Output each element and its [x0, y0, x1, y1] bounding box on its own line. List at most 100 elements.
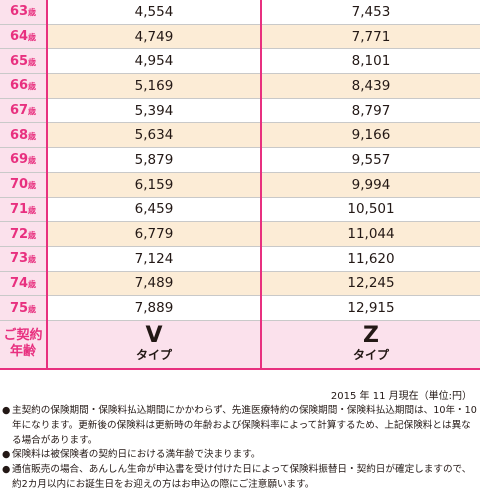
- note-text: 通信販売の場合、あんしん生命が申込書を受け付けた日によって保険料振替日・契約日が…: [12, 464, 472, 490]
- age-unit: 歳: [28, 57, 37, 67]
- v-premium-cell: 7,889: [47, 295, 262, 321]
- table-row: 72歳 6,779 11,044: [0, 221, 480, 247]
- age-number: 75: [9, 300, 29, 316]
- age-unit: 歳: [28, 304, 37, 314]
- age-cell: 65歳: [0, 48, 48, 75]
- age-unit: 歳: [28, 255, 37, 265]
- table-row: 64歳 4,749 7,771: [0, 24, 480, 50]
- as-of-note: 2015 年 11 月現在（単位:円）: [330, 391, 472, 402]
- v-premium-cell: 4,954: [47, 48, 262, 75]
- contract-age-label-line1: ご契約: [3, 328, 43, 344]
- table-row: 66歳 5,169 8,439: [0, 73, 480, 99]
- age-number: 69: [9, 152, 29, 168]
- z-premium-cell: 12,915: [261, 295, 480, 321]
- v-premium-cell: 6,159: [47, 172, 262, 198]
- table-row: 68歳 5,634 9,166: [0, 122, 480, 149]
- v-premium-cell: 5,394: [47, 98, 262, 124]
- table-row: 75歳 7,889 12,915: [0, 295, 480, 321]
- note-item: ● 保険料は被保険者の契約日における満年齢で決まります。: [2, 448, 478, 463]
- z-type-letter: Z: [363, 323, 379, 349]
- age-unit: 歳: [28, 82, 37, 92]
- age-unit: 歳: [28, 8, 37, 18]
- note-item: ● 主契約の保険期間・保険料払込期間にかかわらず、先進医療特約の保険期間・保険料払…: [2, 404, 478, 448]
- contract-age-label-line2: 年齢: [9, 344, 36, 360]
- note-text: 主契約の保険期間・保険料払込期間にかかわらず、先進医療特約の保険期間・保険料払込…: [12, 405, 477, 446]
- v-premium-cell: 7,489: [47, 271, 262, 297]
- table-row: 63歳 4,554 7,453: [0, 0, 480, 25]
- age-cell: 69歳: [0, 147, 48, 173]
- z-premium-cell: 9,557: [261, 147, 480, 173]
- z-premium-cell: 7,771: [261, 24, 480, 50]
- age-cell: 66歳: [0, 73, 48, 99]
- bullet-icon: ●: [2, 405, 11, 416]
- age-cell: 70歳: [0, 172, 48, 198]
- v-premium-cell: 5,169: [47, 73, 262, 99]
- v-premium-cell: 6,779: [47, 221, 262, 247]
- bullet-icon: ●: [2, 449, 11, 461]
- z-premium-cell: 10,501: [261, 197, 480, 223]
- v-premium-cell: 5,879: [47, 147, 262, 173]
- age-number: 66: [9, 78, 29, 94]
- age-unit: 歳: [28, 33, 37, 43]
- table-row: 71歳 6,459 10,501: [0, 197, 480, 223]
- z-premium-cell: 12,245: [261, 271, 480, 297]
- z-premium-cell: 9,166: [261, 122, 480, 149]
- age-unit: 歳: [28, 181, 37, 191]
- v-type-letter: V: [145, 323, 163, 349]
- note-item: ● 通信販売の場合、あんしん生命が申込書を受け付けた日によって保険料振替日・契約日…: [2, 463, 478, 493]
- premium-table: 63歳 4,554 7,453 64歳 4,749 7,771 65歳 4,954 8,101 6…: [0, 0, 480, 370]
- age-cell: 71歳: [0, 197, 48, 223]
- age-number: 68: [9, 127, 29, 143]
- table-row: 65歳 4,954 8,101: [0, 48, 480, 75]
- age-unit: 歳: [28, 107, 37, 117]
- v-premium-cell: 7,124: [47, 246, 262, 272]
- age-cell: 67歳: [0, 98, 48, 124]
- premium-table-body: 63歳 4,554 7,453 64歳 4,749 7,771 65歳 4,954 8,101 6…: [0, 0, 480, 321]
- z-premium-cell: 8,439: [261, 73, 480, 99]
- age-cell: 72歳: [0, 221, 48, 247]
- z-premium-cell: 11,044: [261, 221, 480, 247]
- z-premium-cell: 11,620: [261, 246, 480, 272]
- z-premium-cell: 9,994: [261, 172, 480, 198]
- age-number: 64: [9, 29, 29, 45]
- table-row: 74歳 7,489 12,245: [0, 271, 480, 297]
- v-premium-cell: 6,459: [47, 197, 262, 223]
- age-number: 73: [9, 251, 29, 267]
- table-row: 69歳 5,879 9,557: [0, 147, 480, 173]
- z-premium-cell: 8,101: [261, 48, 480, 75]
- age-cell: 64歳: [0, 24, 48, 50]
- age-number: 74: [9, 275, 29, 291]
- age-number: 72: [9, 226, 29, 242]
- notes-list: ● 主契約の保険期間・保険料払込期間にかかわらず、先進医療特約の保険期間・保険料払…: [2, 404, 478, 493]
- age-unit: 歳: [28, 156, 37, 166]
- v-premium-cell: 5,634: [47, 122, 262, 149]
- age-number: 63: [9, 4, 29, 20]
- age-number: 71: [9, 201, 29, 217]
- v-premium-cell: 4,749: [47, 24, 262, 50]
- z-type-header: Z タイプ: [261, 320, 480, 370]
- age-cell: 63歳: [0, 0, 48, 25]
- z-premium-cell: 8,797: [261, 98, 480, 124]
- age-unit: 歳: [28, 205, 37, 215]
- age-cell: 73歳: [0, 246, 48, 272]
- v-type-word: タイプ: [135, 348, 172, 363]
- age-unit: 歳: [28, 279, 37, 289]
- age-number: 67: [9, 103, 29, 119]
- age-unit: 歳: [28, 230, 37, 240]
- v-premium-cell: 4,554: [47, 0, 262, 25]
- bullet-icon: ●: [2, 464, 11, 476]
- table-row: 67歳 5,394 8,797: [0, 98, 480, 124]
- note-text: 保険料は被保険者の契約日における満年齢で決まります。: [12, 449, 261, 461]
- contract-age-label: ご契約 年齢: [0, 320, 48, 370]
- v-type-header: V タイプ: [47, 320, 262, 370]
- table-row: 73歳 7,124 11,620: [0, 246, 480, 272]
- age-cell: 68歳: [0, 122, 48, 149]
- z-premium-cell: 7,453: [261, 0, 480, 25]
- age-unit: 歳: [28, 131, 37, 141]
- table-row: 70歳 6,159 9,994: [0, 172, 480, 198]
- age-number: 70: [9, 177, 29, 193]
- z-type-word: タイプ: [352, 348, 389, 363]
- age-cell: 74歳: [0, 271, 48, 297]
- table-footer-row: ご契約 年齢 V タイプ Z タイプ: [0, 320, 480, 370]
- age-cell: 75歳: [0, 295, 48, 321]
